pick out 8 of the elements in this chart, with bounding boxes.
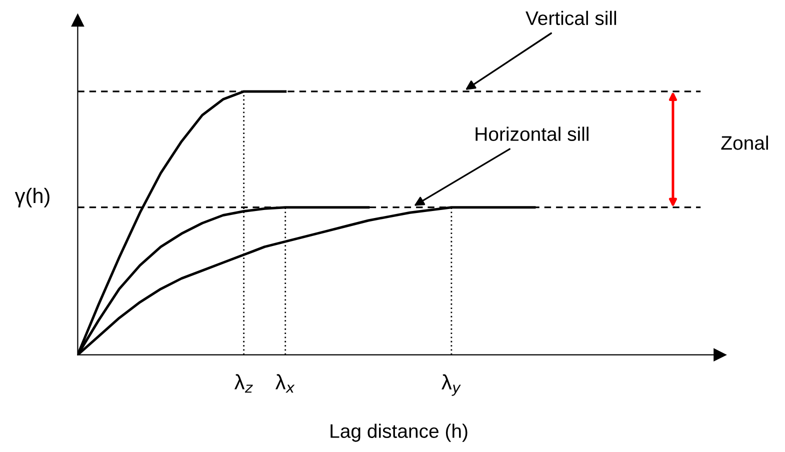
x-axis-title: Lag distance (h): [330, 424, 468, 442]
ref-line-label: Vertical sill: [526, 10, 616, 26]
ref-line-label: Horizontal sill: [476, 126, 588, 141]
x-tick-label: λ$_{x}$: [275, 374, 295, 393]
x-tick-label: λ$_{z}$: [234, 374, 253, 393]
y-axis-title: γ(h): [14, 188, 50, 208]
text: Zonal: [721, 136, 768, 150]
x-tick-label: λ$_{y}$: [442, 374, 461, 396]
